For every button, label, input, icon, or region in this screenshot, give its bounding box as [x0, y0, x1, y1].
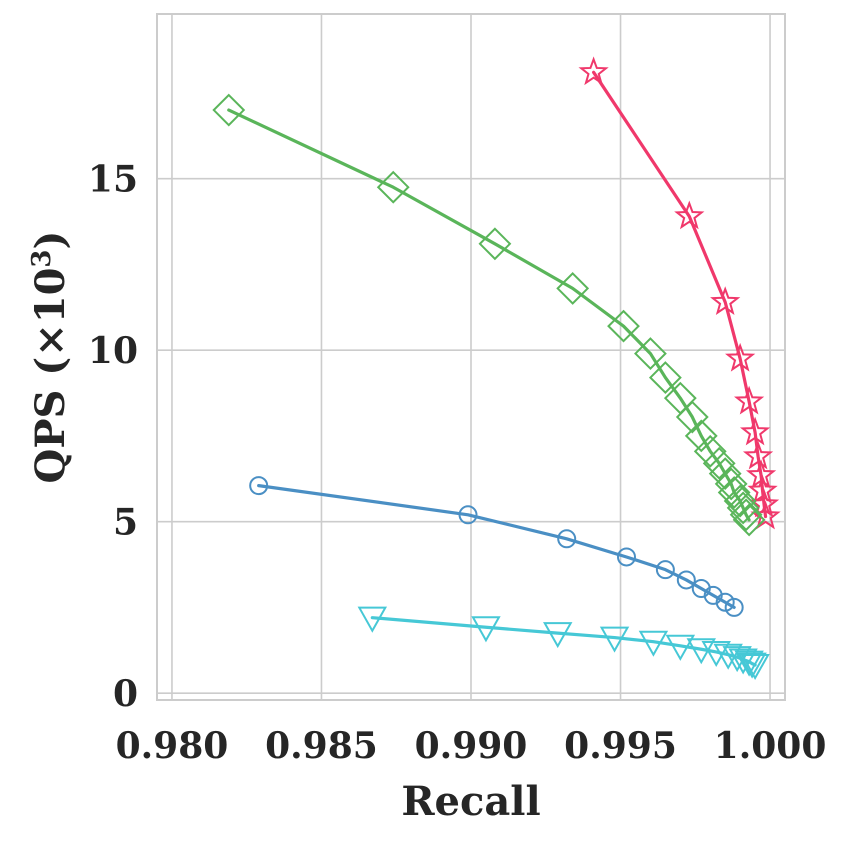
data-point: [715, 592, 735, 612]
data-point: [557, 529, 577, 549]
data-point: [726, 491, 760, 525]
data-point: [471, 616, 501, 643]
tick-label-layer: 0.980 0.985 0.990 0.995 1.000 0 5 10 15: [88, 159, 827, 767]
data-point: [702, 446, 736, 480]
y-axis-label-superscript: 3: [27, 250, 57, 268]
data-point: [599, 626, 630, 653]
data-point: [717, 476, 751, 509]
y-tick-label: 15: [88, 159, 138, 201]
data-point: [249, 476, 269, 496]
series-layer: [212, 56, 781, 681]
grid-layer: [157, 14, 785, 700]
x-tick-label: 0.990: [415, 725, 528, 767]
data-point: [607, 309, 640, 343]
y-axis-label-main: QPS (×10: [27, 268, 74, 484]
series-triangle-down: [357, 606, 770, 681]
y-tick-label: 0: [113, 673, 138, 715]
data-point: [543, 622, 573, 649]
data-point: [665, 634, 696, 661]
data-point: [674, 200, 705, 230]
data-point: [357, 606, 388, 633]
data-point: [729, 498, 763, 532]
data-point: [458, 505, 478, 525]
data-point: [634, 337, 667, 370]
data-point: [732, 503, 766, 537]
data-point: [728, 648, 758, 675]
y-axis-label-close: ): [27, 231, 74, 250]
data-point: [684, 419, 718, 453]
data-point: [739, 416, 771, 446]
data-point: [376, 170, 410, 204]
data-point: [723, 484, 757, 518]
x-tick-label: 0.980: [116, 725, 229, 767]
data-point: [638, 630, 669, 657]
data-point: [742, 440, 774, 470]
y-tick-label: 10: [88, 330, 138, 372]
data-point: [725, 342, 756, 372]
series-diamond: [212, 93, 766, 537]
data-point: [478, 227, 512, 261]
series-line: [592, 70, 768, 519]
plot-frame: [156, 13, 786, 701]
data-point: [675, 400, 709, 434]
data-point: [701, 640, 731, 668]
data-point: [693, 434, 727, 468]
data-point: [724, 597, 744, 617]
series-line: [257, 484, 736, 609]
x-axis-label: Recall: [401, 778, 540, 825]
data-point: [676, 570, 696, 590]
data-point: [655, 560, 675, 580]
y-tick-label: 5: [113, 502, 138, 544]
x-tick-label: 1.000: [714, 725, 827, 767]
data-point: [617, 547, 637, 567]
data-point: [740, 654, 770, 681]
data-point: [737, 652, 767, 679]
data-point: [710, 286, 741, 315]
data-point: [708, 457, 742, 491]
data-point: [578, 56, 609, 86]
data-point: [556, 271, 590, 305]
y-axis-label: QPS (×103): [27, 231, 74, 484]
series-circle: [249, 476, 744, 617]
x-tick-label: 0.985: [265, 725, 378, 767]
data-point: [648, 361, 682, 394]
series-line: [227, 108, 751, 522]
series-star: [578, 56, 781, 530]
data-point: [714, 467, 748, 501]
x-tick-label: 0.995: [564, 725, 677, 767]
data-point: [734, 650, 764, 677]
data-point: [212, 93, 246, 127]
data-point: [733, 385, 765, 415]
